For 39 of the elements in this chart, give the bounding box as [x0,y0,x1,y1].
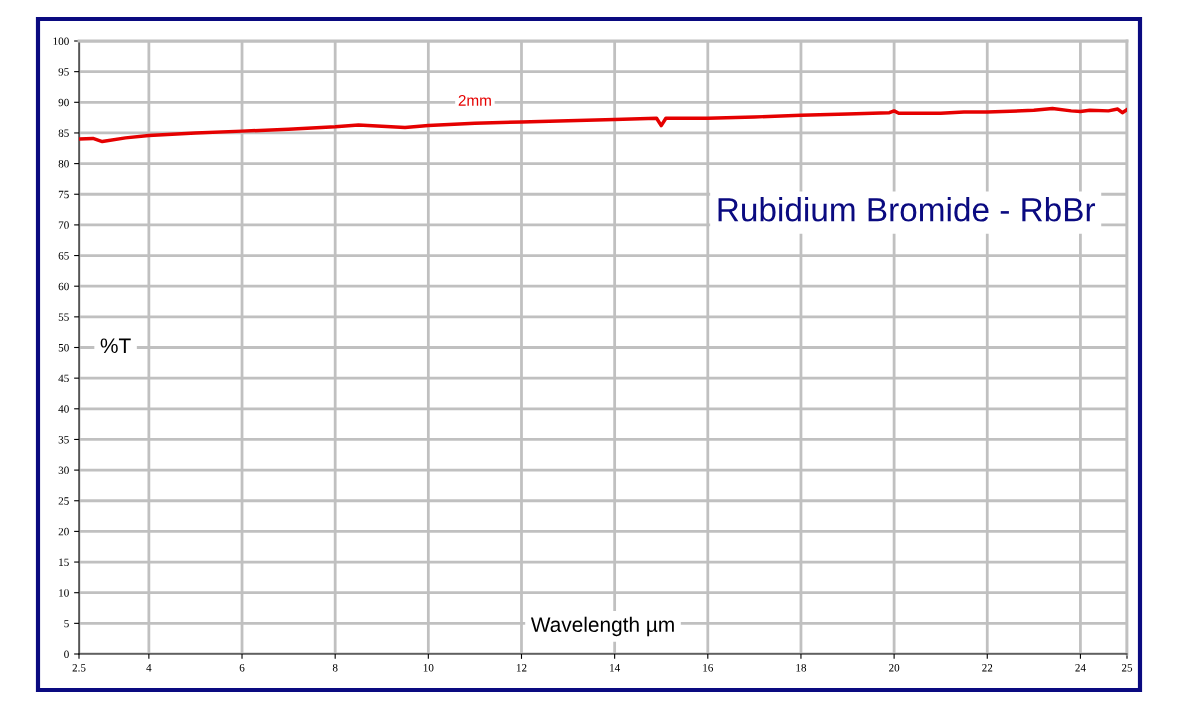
y-tick-label: 25 [58,497,69,505]
y-tick-label: 40 [58,405,69,413]
y-tick-label: 0 [64,650,69,658]
y-tick-label: 10 [59,589,69,597]
y-tick-label: 5 [64,619,69,628]
y-tick-label: 50 [58,343,69,352]
line-series [79,106,1127,144]
x-tick-label: 20 [889,664,900,672]
x-tick-label: 10 [423,664,434,672]
x-tick-label: 6 [239,664,245,672]
y-tick-label: 65 [58,252,69,260]
x-tick-label: 14 [610,664,621,672]
y-tick-label: 85 [58,129,69,137]
y-tick-label: 20 [58,527,69,536]
y-axis-title: %T [100,338,131,354]
y-tick-label: 30 [58,466,69,475]
x-tick-label: 12 [516,664,527,672]
y-tick-label: 35 [58,435,69,444]
x-tick-label: 8 [332,664,338,672]
x-axis-title: Wavelength µm [530,616,674,637]
y-tick-label: 60 [58,282,69,291]
y-tick-label: 15 [59,558,69,567]
text: Rubidium Bromide - RbBr [718,197,1096,222]
series-label: 2mm [458,94,491,106]
y-tick-label: 80 [58,160,69,168]
x-tick-label: 4 [146,664,152,672]
y-tick-label: 70 [58,221,69,229]
x-tick-label: 18 [796,664,807,672]
x-tick-label: 16 [703,664,714,672]
y-tick-label: 95 [58,68,69,76]
y-tick-label: 75 [58,190,69,199]
x-tick-label: 24 [1075,664,1086,672]
y-tick-label: 55 [58,313,69,321]
x-tick-label: 25 [1121,664,1133,672]
y-tick-label: 45 [58,374,69,383]
x-tick-label: 2.5 [72,664,86,672]
y-tick-label: 90 [58,98,69,107]
y-tick-label: 100 [53,37,69,45]
x-tick-label: 22 [982,664,993,672]
